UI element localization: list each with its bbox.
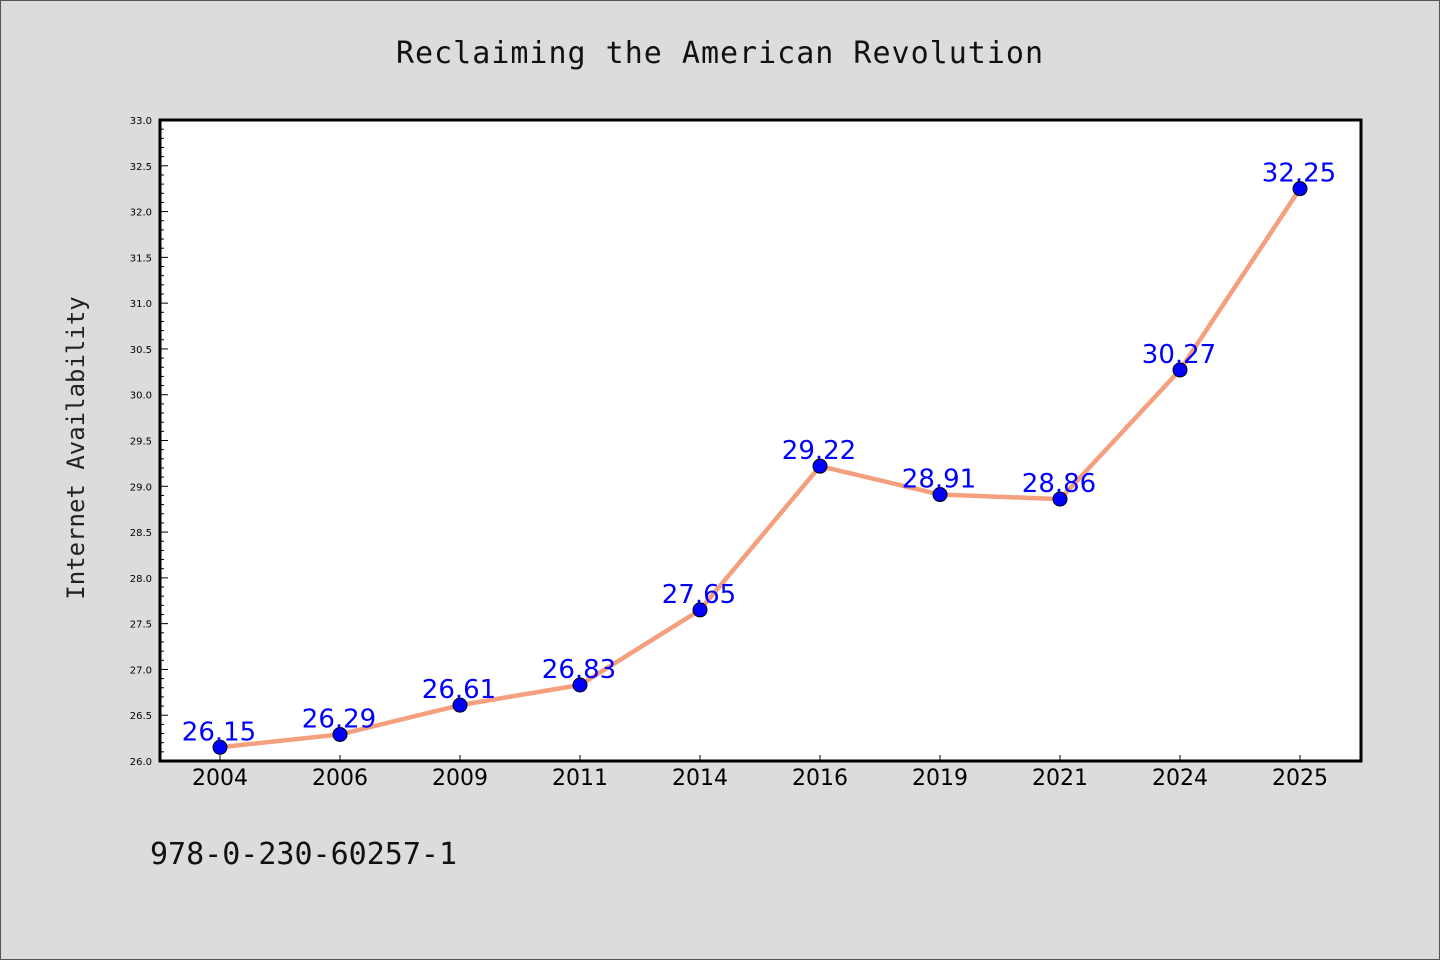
y-tick-label: 32.0 <box>130 208 152 219</box>
x-axis-ticks: 2004 2006 2009 2011 2014 2016 2019 2021 2024 2025 <box>192 755 1328 791</box>
data-label: 28.86 <box>1022 469 1096 499</box>
y-tick-label: 32.5 <box>130 162 152 173</box>
x-tick-label: 2016 <box>792 766 848 791</box>
data-label: 32.25 <box>1262 159 1336 189</box>
y-axis-label: Internet Availability <box>62 296 90 599</box>
data-label: 28.91 <box>902 465 976 495</box>
series-line-group <box>217 186 1303 750</box>
data-point <box>452 697 468 713</box>
y-tick-label: 27.5 <box>130 620 152 631</box>
data-point <box>932 487 948 503</box>
data-labels: 26.15 26.29 26.61 26.83 27.65 29.22 28.91 28.86… <box>182 159 1336 748</box>
x-tick-label: 2024 <box>1152 766 1208 791</box>
y-tick-label: 29.5 <box>130 437 152 448</box>
series-line <box>217 186 1303 750</box>
data-point <box>1292 181 1308 197</box>
x-tick-label: 2014 <box>672 766 728 791</box>
data-point <box>812 458 828 474</box>
data-point <box>1052 491 1068 507</box>
y-tick-label: 31.5 <box>130 253 152 264</box>
data-point <box>572 677 588 693</box>
data-markers <box>212 181 1308 755</box>
y-tick-label: 26.5 <box>130 711 152 722</box>
chart-title: Reclaiming the American Revolution <box>396 36 1044 71</box>
data-point <box>212 739 228 755</box>
y-tick-label: 28.0 <box>130 574 152 585</box>
x-tick-label: 2019 <box>912 766 968 791</box>
y-tick-label: 30.0 <box>130 391 152 402</box>
data-label: 30.27 <box>1142 340 1216 370</box>
data-point <box>1172 362 1188 378</box>
data-point <box>692 602 708 618</box>
y-tick-label: 30.5 <box>130 345 152 356</box>
data-point <box>332 726 348 742</box>
x-tick-label: 2011 <box>552 766 608 791</box>
data-label: 26.15 <box>182 717 256 747</box>
x-tick-label: 2006 <box>312 766 368 791</box>
data-label: 27.65 <box>662 580 736 610</box>
y-axis-ticks: 26.0 26.5 27.0 27.5 28.0 28.5 29.0 29.5 30.0 30.5… <box>130 116 168 768</box>
y-tick-label: 33.0 <box>130 116 152 127</box>
y-tick-label: 26.0 <box>130 757 152 768</box>
y-tick-label: 27.0 <box>130 665 152 676</box>
x-tick-label: 2025 <box>1272 766 1328 791</box>
y-tick-label: 29.0 <box>130 482 152 493</box>
data-label: 29.22 <box>782 436 856 466</box>
isbn-footer: 978-0-230-60257-1 <box>150 837 457 872</box>
y-tick-label: 31.0 <box>130 299 152 310</box>
data-label: 26.29 <box>302 704 376 734</box>
x-tick-label: 2004 <box>192 766 248 791</box>
plot-area <box>158 118 1363 763</box>
data-label: 26.83 <box>542 655 616 685</box>
y-tick-label: 28.5 <box>130 528 152 539</box>
x-tick-label: 2021 <box>1032 766 1088 791</box>
data-label: 26.61 <box>422 675 496 705</box>
x-tick-label: 2009 <box>432 766 488 791</box>
